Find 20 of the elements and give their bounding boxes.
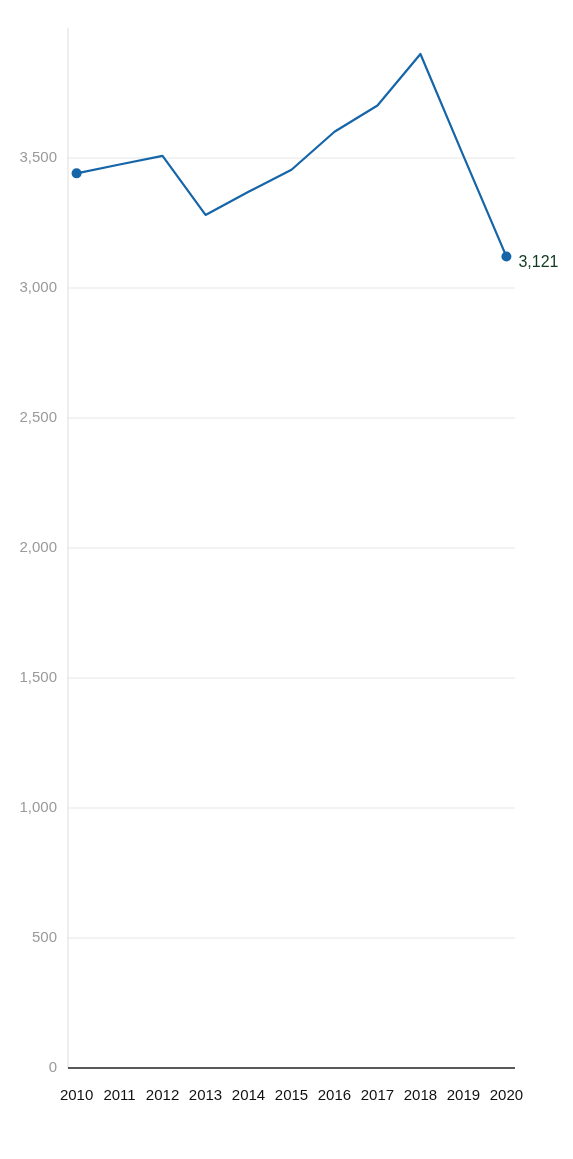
- x-tick-label: 2017: [360, 1085, 395, 1103]
- x-tick-label: 2019: [446, 1085, 481, 1103]
- x-tick-label: 2016: [317, 1085, 352, 1103]
- y-tick-label: 3,500: [19, 147, 57, 165]
- x-tick-label: 2014: [231, 1085, 266, 1103]
- y-tick-label: 2,500: [19, 407, 57, 425]
- y-tick-label: 0: [48, 1057, 57, 1075]
- data-label: 3,121: [518, 252, 559, 270]
- x-tick-label: 2010: [59, 1085, 94, 1103]
- x-tick-label: 2020: [489, 1085, 524, 1103]
- x-tick-label: 2018: [403, 1085, 438, 1103]
- y-tick-label: 1,000: [19, 797, 57, 815]
- y-tick-label: 3,000: [19, 277, 57, 295]
- x-tick-label: 2015: [274, 1085, 309, 1103]
- x-tick-label: 2011: [103, 1085, 136, 1103]
- x-tick-label: 2012: [145, 1085, 180, 1103]
- y-tick-label: 1,500: [19, 667, 57, 685]
- x-tick-label: 2013: [188, 1085, 223, 1103]
- y-tick-label: 2,000: [19, 537, 57, 555]
- y-tick-label: 500: [31, 927, 57, 945]
